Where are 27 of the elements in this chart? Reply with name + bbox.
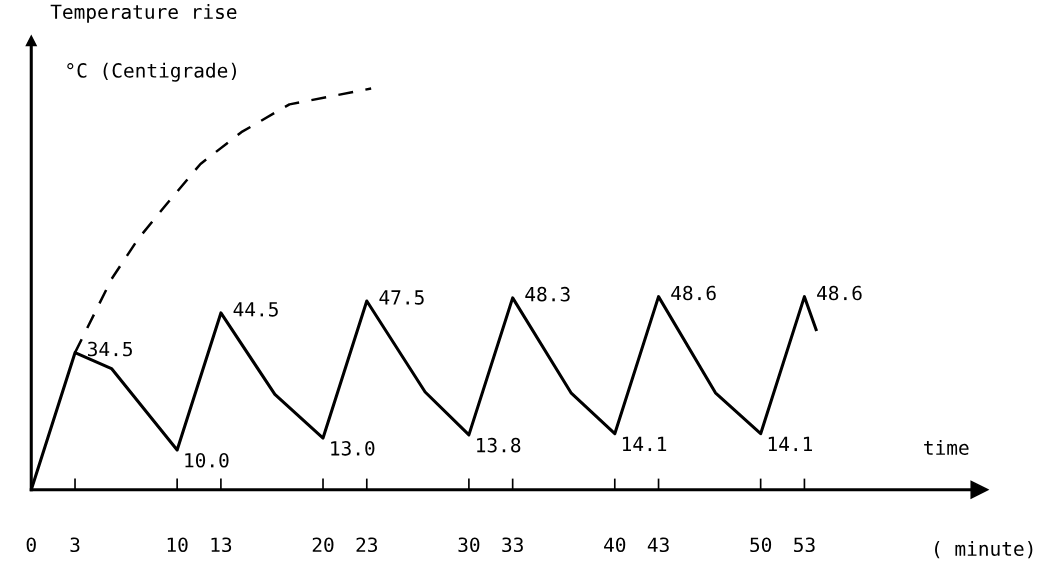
x-tick-label: 53 bbox=[794, 537, 815, 553]
x-tick-label: 3 bbox=[70, 537, 80, 553]
data-label: 13.0 bbox=[331, 440, 375, 456]
x-tick-label: 10 bbox=[167, 537, 188, 553]
x-tick-label: 50 bbox=[750, 537, 772, 553]
x-axis-title: ( minute) bbox=[935, 540, 1033, 559]
data-label: 34.5 bbox=[87, 341, 132, 357]
x-tick-label: 13 bbox=[211, 537, 232, 553]
data-label: 48.6 bbox=[817, 285, 862, 301]
annotation: °C (Centigrade) bbox=[67, 62, 236, 82]
data-label: 48.6 bbox=[671, 285, 716, 301]
x-tick-label: 40 bbox=[604, 537, 626, 553]
x-tick-label: 30 bbox=[458, 537, 480, 553]
x-tick-label: 0 bbox=[26, 537, 36, 553]
data-label: 10.0 bbox=[185, 452, 229, 468]
data-label: 44.5 bbox=[233, 302, 278, 317]
data-label: 13.8 bbox=[477, 437, 521, 453]
x-tick-label: 23 bbox=[356, 537, 378, 553]
x-tick-label: 43 bbox=[647, 537, 669, 553]
x-tick-label: 33 bbox=[502, 537, 523, 553]
x-tick-label: 20 bbox=[312, 537, 334, 553]
data-label: 48.3 bbox=[525, 286, 570, 302]
data-label: 14.1 bbox=[768, 436, 812, 452]
annotation: time bbox=[924, 439, 969, 456]
data-label: 47.5 bbox=[379, 290, 424, 305]
data-label: 14.1 bbox=[622, 436, 667, 452]
y-axis-title: Temperature rise bbox=[50, 4, 237, 23]
